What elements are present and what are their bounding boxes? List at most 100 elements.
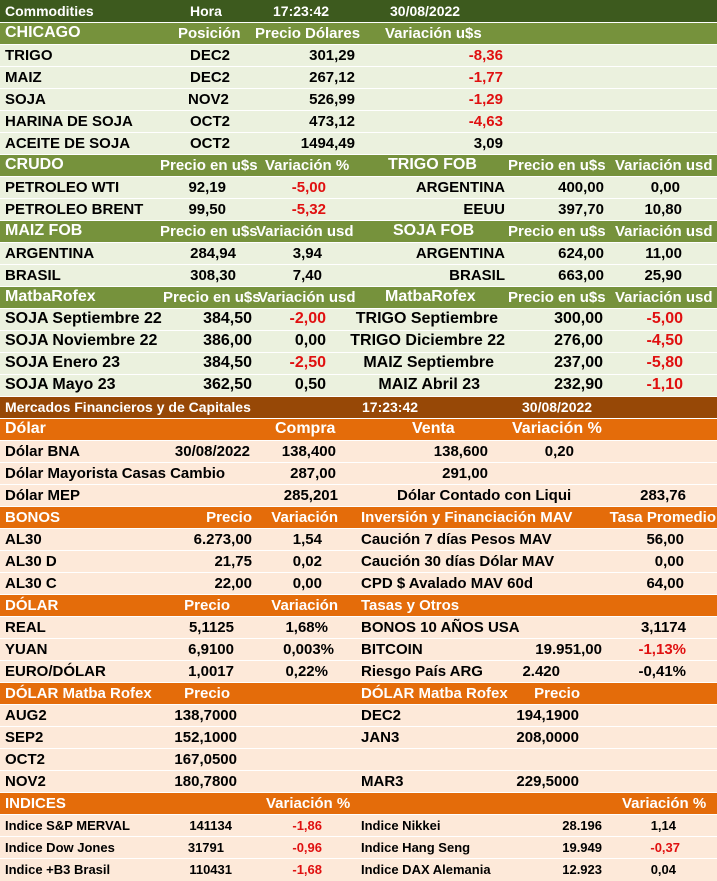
header-cell: Commodities <box>5 3 94 19</box>
table-cell: Indice Hang Seng <box>361 840 471 855</box>
table-row: REAL 5,1125 1,68% BONOS 10 AÑOS USA 3,1174 <box>0 616 717 638</box>
table-cell: YUAN <box>5 641 48 658</box>
table-row: EURO/DÓLAR 1,0017 0,22% Riesgo País ARG 2.42… <box>0 660 717 682</box>
table-cell: 180,7800 <box>174 773 237 790</box>
table-cell: 291,00 <box>442 465 488 482</box>
table-cell: TRIGO <box>5 47 53 64</box>
table-cell: JAN3 <box>361 729 400 746</box>
table-cell: NOV2 <box>188 91 229 108</box>
table-cell: 0,00 <box>654 553 684 570</box>
section-header-row: CRUDO Precio en u$s Variación % TRIGO FOB Pr… <box>0 154 717 176</box>
row-divider <box>0 308 717 309</box>
table-row: ACEITE DE SOJA OCT2 1494,49 3,09 <box>0 132 717 154</box>
table-cell: 28.196 <box>562 818 602 833</box>
table-row: Dólar Mayorista Casas Cambio 287,00 291,00 <box>0 462 717 484</box>
table-cell: 1,0017 <box>188 663 234 680</box>
header-cell: Precio en u$s <box>163 289 261 306</box>
table-cell: -5,00 <box>291 179 326 196</box>
table-cell: 0,04 <box>650 862 676 877</box>
table-cell: BRASIL <box>449 267 505 284</box>
row-divider <box>0 748 717 749</box>
header-cell: Variación % <box>265 157 350 174</box>
table-cell: SOJA Mayo 23 <box>5 376 116 393</box>
header-cell: Variación usd <box>258 289 356 306</box>
row-divider <box>0 242 717 243</box>
row-divider <box>0 594 717 595</box>
table-cell: Indice DAX Alemania <box>361 862 491 877</box>
table-cell: AL30 <box>5 531 42 548</box>
header-cell: DÓLAR <box>5 597 59 614</box>
row-divider <box>0 132 717 133</box>
row-divider <box>0 220 717 221</box>
table-cell: -5,80 <box>646 354 683 371</box>
table-cell: 3,94 <box>292 245 322 262</box>
table-cell: 10,80 <box>644 201 682 218</box>
table-row: Indice +B3 Brasil 110431 -1,68 Indice DAX A… <box>0 858 717 881</box>
table-cell: 400,00 <box>558 179 604 196</box>
table-cell: ARGENTINA <box>415 245 505 262</box>
table-cell: BITCOIN <box>361 641 423 658</box>
row-divider <box>0 374 717 375</box>
header-cell: MatbaRofex <box>385 288 476 305</box>
table-cell: 301,29 <box>309 47 355 64</box>
row-divider <box>0 88 717 89</box>
row-divider <box>0 528 717 529</box>
table-cell: 152,1000 <box>174 729 237 746</box>
table-cell: 110431 <box>189 862 232 877</box>
table-cell: -1,29 <box>468 91 503 108</box>
section-header-row: DÓLAR Precio Variación Tasas y Otros <box>0 594 717 616</box>
header-cell: Precio <box>184 685 230 702</box>
row-divider <box>0 726 717 727</box>
table-cell: 1,14 <box>650 818 676 833</box>
table-cell: DEC2 <box>190 47 231 64</box>
header-cell: Variación u$s <box>385 25 482 42</box>
row-divider <box>0 154 717 155</box>
table-cell: OCT2 <box>5 751 46 768</box>
table-cell: 92,19 <box>188 179 226 196</box>
table-cell: Dólar Mayorista Casas Cambio <box>5 465 226 482</box>
table-cell: EEUU <box>463 201 505 218</box>
table-row: SOJA Noviembre 22 386,00 0,00 TRIGO Diciemb… <box>0 330 717 352</box>
table-cell: 1494,49 <box>300 135 355 152</box>
table-cell: 285,201 <box>283 487 338 504</box>
row-divider <box>0 682 717 683</box>
header-cell: Compra <box>275 420 336 437</box>
row-divider <box>0 506 717 507</box>
header-cell: Mercados Financieros y de Capitales <box>5 399 251 415</box>
table-cell: OCT2 <box>190 113 231 130</box>
table-row: SOJA Enero 23 384,50 -2,50 MAIZ Septiembre 2… <box>0 352 717 374</box>
header-cell: 17:23:42 <box>273 3 330 19</box>
table-cell: -8,36 <box>468 47 503 64</box>
header-cell: 30/08/2022 <box>390 3 461 19</box>
header-cell: Precio en u$s <box>160 157 258 174</box>
table-cell: DEC2 <box>190 69 231 86</box>
table-row: OCT2 167,0500 <box>0 748 717 770</box>
table-cell: -1,68 <box>292 862 322 877</box>
row-divider <box>0 704 717 705</box>
section-header-row: DÓLAR Matba Rofex Precio DÓLAR Matba Rofex… <box>0 682 717 704</box>
table-cell: -2,00 <box>289 310 326 327</box>
header-cell: Inversión y Financiación MAV <box>361 509 573 526</box>
header-cell: Variación <box>271 597 338 614</box>
table-row: SOJA NOV2 526,99 -1,29 <box>0 88 717 110</box>
table-cell: 0,003% <box>283 641 334 658</box>
table-row: ARGENTINA 284,94 3,94 ARGENTINA 624,00 11,00 <box>0 242 717 264</box>
table-cell: Caución 7 días Pesos MAV <box>361 531 552 548</box>
table-row: BRASIL 308,30 7,40 BRASIL 663,00 25,90 <box>0 264 717 286</box>
table-cell: 22,00 <box>214 575 252 592</box>
table-row: Indice Dow Jones 31791 -0,96 Indice Hang Se… <box>0 836 717 858</box>
table-cell: 362,50 <box>203 376 252 393</box>
table-cell: -0,96 <box>292 840 322 855</box>
table-cell: 3,09 <box>473 135 503 152</box>
header-cell: Hora <box>190 3 222 19</box>
header-cell: DÓLAR Matba Rofex <box>5 685 152 702</box>
header-cell: Precio Dólares <box>255 25 361 42</box>
table-cell: Indice +B3 Brasil <box>5 862 111 877</box>
table-cell: AUG2 <box>5 707 47 724</box>
table-cell: OCT2 <box>190 135 231 152</box>
table-cell: BONOS 10 AÑOS USA <box>361 619 520 636</box>
table-row: TRIGO DEC2 301,29 -8,36 <box>0 44 717 66</box>
table-cell: -1,86 <box>292 818 322 833</box>
table-cell: 99,50 <box>188 201 226 218</box>
table-cell: EURO/DÓLAR <box>5 663 106 680</box>
